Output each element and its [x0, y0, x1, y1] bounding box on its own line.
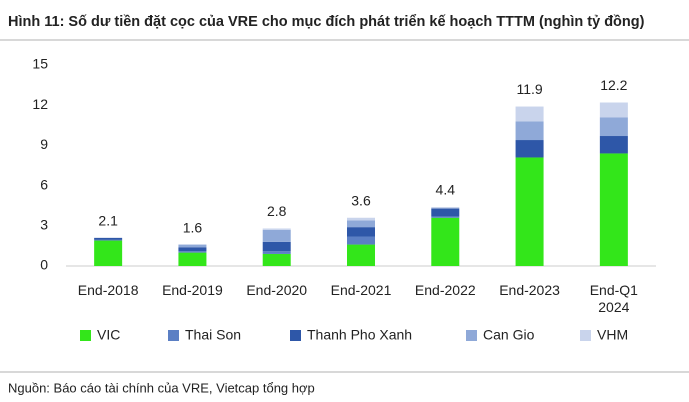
legend-label: Thai Son — [185, 327, 241, 343]
bar-segment — [262, 253, 291, 266]
bar-segment — [262, 241, 291, 252]
legend-swatch — [80, 330, 91, 341]
legend-swatch — [466, 330, 477, 341]
bar-segment — [262, 251, 291, 254]
bar-segment — [431, 208, 460, 217]
bar-segment — [94, 239, 123, 241]
bar-segment — [178, 247, 207, 252]
bar-segment — [347, 227, 375, 237]
bar-segment — [178, 244, 207, 248]
legend-label: VHM — [597, 327, 628, 343]
total-label: 3.6 — [351, 192, 371, 208]
total-label: 1.6 — [183, 219, 203, 235]
y-tick-label: 6 — [40, 176, 48, 192]
bar-segment — [515, 106, 544, 122]
x-tick-label: End-2018 — [77, 282, 139, 298]
bar-segment — [599, 117, 628, 137]
bar-segment — [178, 251, 207, 253]
x-tick-label: End-2020 — [246, 282, 308, 298]
legend-label: Thanh Pho Xanh — [307, 327, 412, 343]
total-label: 12.2 — [600, 77, 627, 93]
legend-swatch — [580, 330, 591, 341]
bar-segment — [178, 252, 207, 266]
bar-segment — [262, 229, 291, 242]
bar-segment — [347, 217, 375, 221]
bar-segment — [262, 228, 291, 230]
x-tick-label: End-2023 — [499, 282, 560, 298]
legend-label: Can Gio — [483, 327, 535, 343]
bar-segment — [431, 217, 460, 266]
bar-segment — [431, 216, 460, 218]
y-tick-label: 9 — [40, 136, 48, 152]
bar-segment — [347, 236, 375, 245]
bar-segment — [599, 102, 628, 118]
bar-segment — [347, 244, 375, 266]
x-tick-label: End-2022 — [414, 282, 476, 298]
bar-segment — [515, 157, 544, 266]
y-tick-label: 12 — [32, 96, 48, 112]
bar-segment — [94, 237, 123, 240]
total-label: 2.1 — [98, 213, 118, 229]
source-note: Nguồn: Báo cáo tài chính của VRE, Vietca… — [8, 380, 315, 395]
y-tick-label: 3 — [40, 217, 48, 233]
legend-swatch — [290, 330, 301, 341]
x-tick-label: End-Q1 2024 — [589, 282, 638, 315]
bar-segment — [515, 140, 544, 158]
x-tick-label: End-2019 — [162, 282, 223, 298]
bar-segment — [94, 240, 123, 266]
bar-segment — [599, 136, 628, 154]
total-label: 4.4 — [436, 182, 456, 198]
legend-label: VIC — [97, 327, 120, 343]
bar-segment — [515, 121, 544, 141]
chart-title: Hình 11: Số dư tiền đặt cọc của VRE cho … — [8, 14, 645, 30]
x-tick-label: End-2021 — [330, 282, 392, 298]
y-tick-label: 15 — [32, 56, 48, 72]
bar-segment — [431, 207, 460, 209]
bar-segment — [599, 153, 628, 266]
y-tick-label: 0 — [40, 257, 48, 273]
bar-segment — [347, 220, 375, 228]
total-label: 2.8 — [267, 203, 287, 219]
total-label: 11.9 — [516, 81, 542, 97]
legend-swatch — [168, 330, 179, 341]
